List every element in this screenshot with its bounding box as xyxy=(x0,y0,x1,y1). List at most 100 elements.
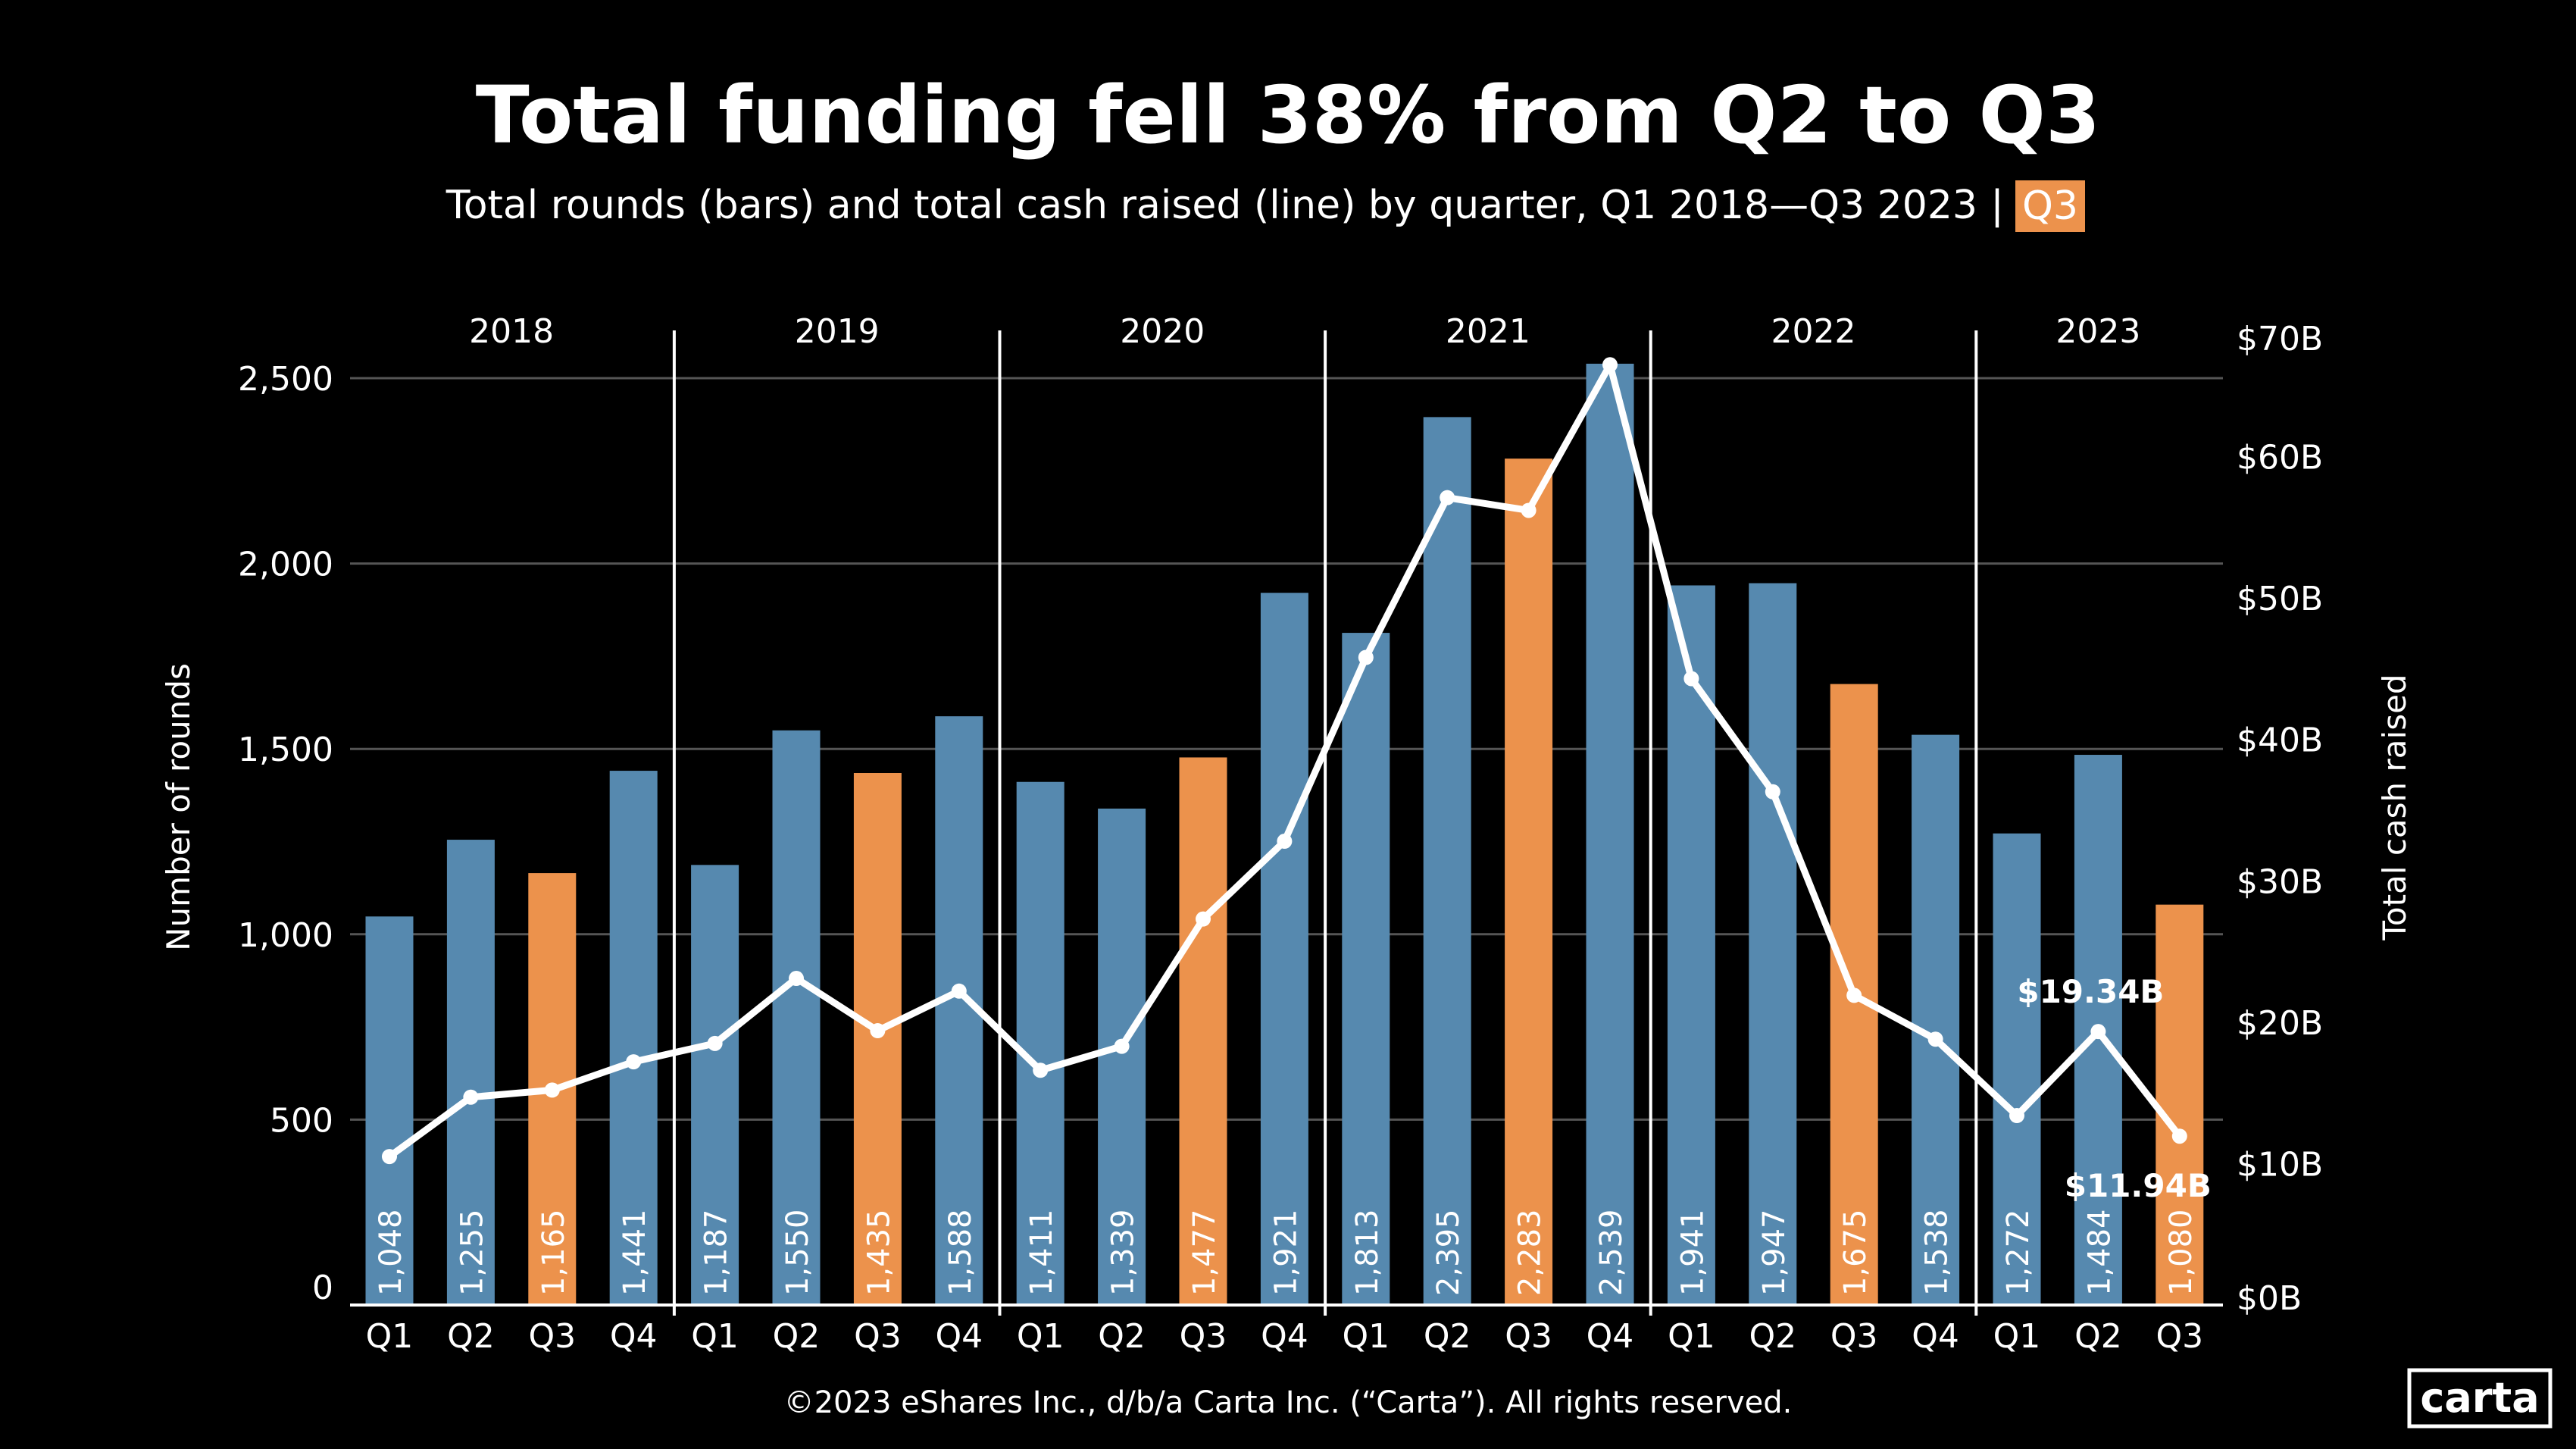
logo-text: carta xyxy=(2420,1374,2539,1422)
y2-tick-label: $0B xyxy=(2237,1279,2302,1318)
cash-line-point xyxy=(1846,987,1862,1003)
x-tick-label: Q4 xyxy=(935,1317,983,1356)
bar-value-label: 2,395 xyxy=(1431,1209,1466,1296)
bar-value-label: 1,165 xyxy=(536,1209,571,1296)
line-annotations: $19.34B $11.94B xyxy=(2017,973,2211,1204)
cash-line-point xyxy=(2090,1024,2106,1040)
x-tick-label: Q1 xyxy=(1342,1317,1390,1356)
y2-tick-label: $30B xyxy=(2237,862,2323,901)
right-axis-ticks: $0B $10B $20B $30B $40B $50B $60B $70B xyxy=(2237,320,2323,1318)
y2-tick-label: $20B xyxy=(2237,1004,2323,1043)
year-label: 2022 xyxy=(1771,312,1856,351)
bar-value-label: 1,538 xyxy=(1920,1209,1955,1296)
subtitle-separator: | xyxy=(1990,183,2004,228)
x-tick-label: Q2 xyxy=(1749,1317,1796,1356)
cash-line-point xyxy=(1033,1062,1049,1078)
line-annotation: $19.34B xyxy=(2017,973,2164,1010)
bar xyxy=(1667,585,1715,1305)
subtitle: Total rounds (bars) and total cash raise… xyxy=(445,180,2085,232)
bar-value-label: 1,588 xyxy=(943,1209,978,1296)
x-tick-label: Q2 xyxy=(2074,1317,2122,1356)
bar xyxy=(1260,593,1308,1305)
bar-value-label: 1,484 xyxy=(2082,1209,2117,1296)
bar-value-label: 2,539 xyxy=(1594,1209,1629,1296)
y2-tick-label: $10B xyxy=(2237,1145,2323,1184)
bar xyxy=(691,865,739,1305)
y-tick-label: 1,000 xyxy=(238,916,333,955)
bar xyxy=(1423,417,1471,1306)
bar-value-label: 1,048 xyxy=(374,1209,408,1296)
x-axis-ticks: Q1 Q2 Q3 Q4 Q1 Q2 Q3 Q4 Q1 Q2 Q3 Q4 Q1 Q2 Q3 Q4 Q1 Q2 Q3 Q4… xyxy=(366,1317,2203,1356)
bar xyxy=(1749,583,1797,1305)
x-tick-label: Q3 xyxy=(854,1317,902,1356)
bar-value-label: 1,255 xyxy=(455,1209,489,1296)
bar-value-label: 2,283 xyxy=(1513,1209,1548,1296)
cash-line-point xyxy=(870,1023,886,1039)
chart-title: Total funding fell 38% from Q2 to Q3 xyxy=(476,69,2101,161)
cash-line-point xyxy=(1927,1031,1943,1047)
bar xyxy=(1993,833,2041,1305)
cash-line-point xyxy=(1114,1038,1130,1054)
x-tick-label: Q2 xyxy=(447,1317,495,1356)
cash-line-point xyxy=(463,1089,479,1105)
x-tick-label: Q3 xyxy=(2156,1317,2203,1356)
bar-value-label: 1,550 xyxy=(780,1209,815,1296)
bar xyxy=(1586,363,1634,1306)
bar-value-label: 1,941 xyxy=(1675,1209,1710,1296)
bar-value-label: 1,921 xyxy=(1268,1209,1303,1296)
y2-tick-label: $50B xyxy=(2237,580,2323,618)
bar-value-label: 1,339 xyxy=(1106,1209,1141,1296)
bar-labels: 1,048 1,255 1,165 1,441 1,187 1,550 1,435 1,588… xyxy=(374,1209,2199,1296)
cash-line-point xyxy=(707,1035,723,1051)
line-annotation: $11.94B xyxy=(2065,1167,2212,1204)
y2-tick-label: $40B xyxy=(2237,721,2323,760)
x-tick-label: Q4 xyxy=(1912,1317,1959,1356)
x-tick-label: Q2 xyxy=(1424,1317,1471,1356)
left-axis-ticks: 0 500 1,000 1,500 2,000 2,500 xyxy=(238,360,333,1307)
y-tick-label: 2,500 xyxy=(238,360,333,399)
cash-line-point xyxy=(382,1149,397,1165)
cash-line-point xyxy=(789,971,804,987)
bar xyxy=(1016,781,1064,1305)
x-tick-label: Q2 xyxy=(1098,1317,1146,1356)
x-tick-label: Q1 xyxy=(1668,1317,1715,1356)
bar xyxy=(1342,633,1390,1305)
cash-line-point xyxy=(1765,784,1780,800)
y2-tick-label: $60B xyxy=(2237,439,2323,477)
x-tick-label: Q4 xyxy=(1587,1317,1634,1356)
x-tick-label: Q3 xyxy=(1830,1317,1878,1356)
x-tick-label: Q3 xyxy=(1505,1317,1552,1356)
cash-line-point xyxy=(951,983,967,999)
x-tick-label: Q1 xyxy=(1017,1317,1064,1356)
bar-value-label: 1,813 xyxy=(1350,1209,1385,1296)
bar xyxy=(609,771,658,1305)
logo-box xyxy=(2407,1368,2553,1429)
carta-logo: carta xyxy=(2407,1368,2553,1429)
bar-value-label: 1,947 xyxy=(1757,1209,1792,1296)
chart-subtitle: Total rounds (bars) and total cash raise… xyxy=(445,183,1977,228)
x-tick-label: Q3 xyxy=(528,1317,576,1356)
year-label: 2019 xyxy=(795,312,880,351)
bar xyxy=(446,840,495,1305)
cash-line-point xyxy=(1602,357,1618,373)
bar xyxy=(853,772,902,1305)
bar xyxy=(1912,734,1960,1305)
y-tick-label: 500 xyxy=(270,1101,333,1140)
bar-value-label: 1,441 xyxy=(617,1209,652,1296)
year-label: 2018 xyxy=(469,312,554,351)
cash-line-point xyxy=(1196,911,1211,927)
bar xyxy=(365,916,414,1305)
cash-line-point xyxy=(1683,671,1699,687)
year-label: 2023 xyxy=(2055,312,2140,351)
bar-value-label: 1,411 xyxy=(1024,1209,1059,1296)
cash-line-point xyxy=(2171,1128,2187,1144)
cash-line-point xyxy=(1277,834,1293,850)
cash-line xyxy=(382,357,2187,1165)
bar-value-label: 1,477 xyxy=(1187,1209,1222,1296)
bar xyxy=(2156,904,2204,1305)
bar-value-label: 1,080 xyxy=(2164,1209,2199,1296)
cash-line-point xyxy=(544,1082,560,1098)
year-separators xyxy=(672,330,1978,1316)
cash-line-point xyxy=(1521,502,1537,518)
x-tick-label: Q4 xyxy=(1261,1317,1308,1356)
